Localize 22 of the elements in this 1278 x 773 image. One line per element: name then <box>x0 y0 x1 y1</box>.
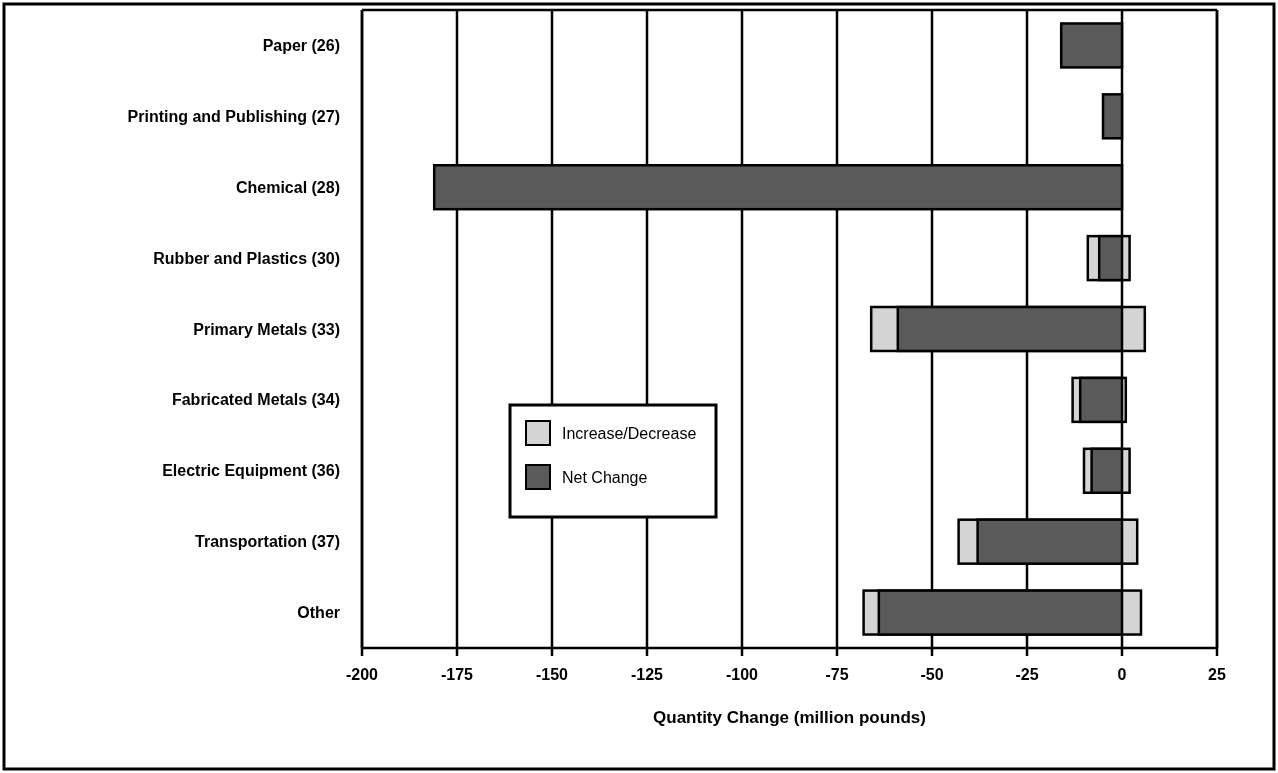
y-tick-label: Transportation (37) <box>195 533 340 551</box>
legend-label: Net Change <box>562 468 648 486</box>
y-tick-label: Printing and Publishing (27) <box>127 107 340 125</box>
x-tick-label: -25 <box>1015 666 1039 683</box>
x-tick-label: -175 <box>440 666 474 683</box>
x-tick-label: -50 <box>920 666 944 683</box>
y-tick-label: Chemical (28) <box>235 178 340 196</box>
x-tick-label: -200 <box>345 666 379 683</box>
x-tick-label: 0 <box>1117 666 1127 683</box>
y-tick-label: Paper (26) <box>262 37 340 55</box>
x-tick-label: -150 <box>535 666 569 683</box>
x-tick-label: -125 <box>630 666 664 683</box>
y-tick-label: Other <box>297 604 340 622</box>
y-tick-label: Primary Metals (33) <box>193 320 340 338</box>
legend-label: Increase/Decrease <box>562 424 697 442</box>
y-tick-label: Electric Equipment (36) <box>162 462 340 480</box>
x-tick-label: 25 <box>1208 666 1226 683</box>
x-tick-label: -100 <box>725 666 759 683</box>
x-axis-title: Quantity Change (million pounds) <box>653 708 926 727</box>
x-tick-label: -75 <box>825 666 849 683</box>
y-tick-label: Rubber and Plastics (30) <box>153 249 340 267</box>
y-tick-label: Fabricated Metals (34) <box>171 391 340 409</box>
